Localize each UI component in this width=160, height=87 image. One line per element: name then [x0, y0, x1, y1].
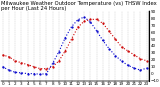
Text: Milwaukee Weather Outdoor Temperature (vs) THSW Index per Hour (Last 24 Hours): Milwaukee Weather Outdoor Temperature (v… — [1, 1, 156, 11]
